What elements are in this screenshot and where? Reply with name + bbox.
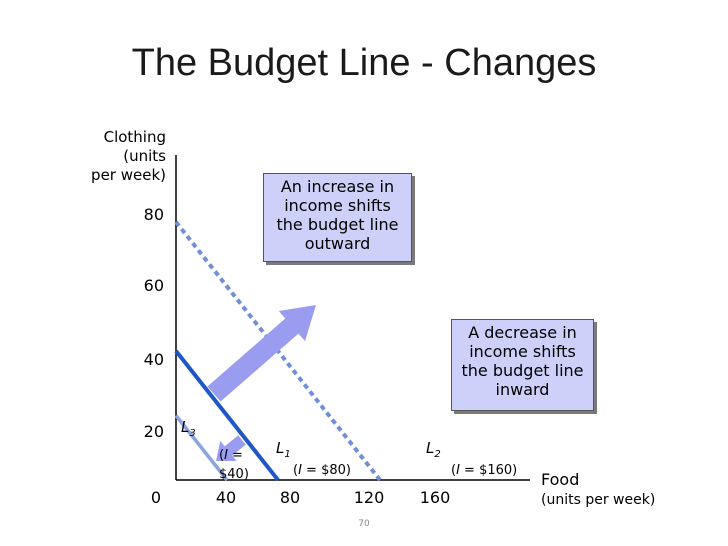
- x-tick-120: 120: [353, 488, 385, 507]
- income-l2: (I = $160): [451, 463, 518, 478]
- decrease-callout-line: inward: [495, 380, 550, 399]
- income-l1: (I = $80): [293, 463, 351, 478]
- increase-callout-line: income shifts: [284, 196, 391, 215]
- x-tick-80: 80: [279, 488, 301, 507]
- label-l1: L1: [276, 439, 291, 460]
- y-tick-80: 80: [143, 205, 164, 224]
- x-tick-40: 40: [215, 488, 237, 507]
- increase-callout: An increase in income shifts the budget …: [263, 173, 412, 262]
- label-l2-sub: 2: [434, 449, 441, 460]
- decrease-callout-line: A decrease in: [468, 323, 577, 342]
- inward-shift-arrow: [216, 435, 246, 462]
- decrease-callout-line: the budget line: [461, 361, 584, 380]
- income-l3-line1: (I =: [219, 448, 243, 463]
- label-l3-letter: L: [181, 418, 190, 436]
- x-axis-label-sub: (units per week): [541, 492, 656, 508]
- y-axis-label: Clothing (units per week): [91, 128, 166, 185]
- y-axis-label-line: Clothing: [103, 128, 166, 146]
- y-tick-20: 20: [143, 422, 164, 441]
- income-l3-line2: $40): [219, 467, 249, 482]
- increase-callout-line: An increase in: [280, 177, 395, 196]
- page-number: 70: [358, 519, 370, 529]
- label-l2-letter: L: [426, 439, 435, 457]
- x-tick-160: 160: [419, 488, 451, 507]
- label-l3: L3: [181, 418, 196, 439]
- x-tick-0: 0: [150, 488, 162, 507]
- outward-shift-arrow: [207, 305, 316, 402]
- label-l1-letter: L: [276, 439, 285, 457]
- label-l2: L2: [426, 439, 441, 460]
- x-axis-label-main: Food: [541, 470, 580, 489]
- decrease-callout: A decrease in income shifts the budget l…: [451, 319, 594, 411]
- increase-callout-line: the budget line: [276, 215, 399, 234]
- y-tick-60: 60: [143, 276, 164, 295]
- y-tick-40: 40: [143, 350, 164, 369]
- decrease-callout-line: income shifts: [469, 342, 576, 361]
- label-l3-sub: 3: [189, 428, 196, 439]
- increase-callout-line: outward: [304, 234, 371, 253]
- x-axis-label: Food (units per week): [541, 470, 655, 510]
- label-l1-sub: 1: [284, 449, 291, 460]
- y-axis-label-line: (units: [123, 147, 166, 165]
- budget-line-l3: [174, 414, 229, 482]
- budget-line-l1: [174, 349, 280, 482]
- y-axis-label-line: per week): [91, 166, 166, 184]
- slide-title: The Budget Line - Changes: [131, 42, 597, 84]
